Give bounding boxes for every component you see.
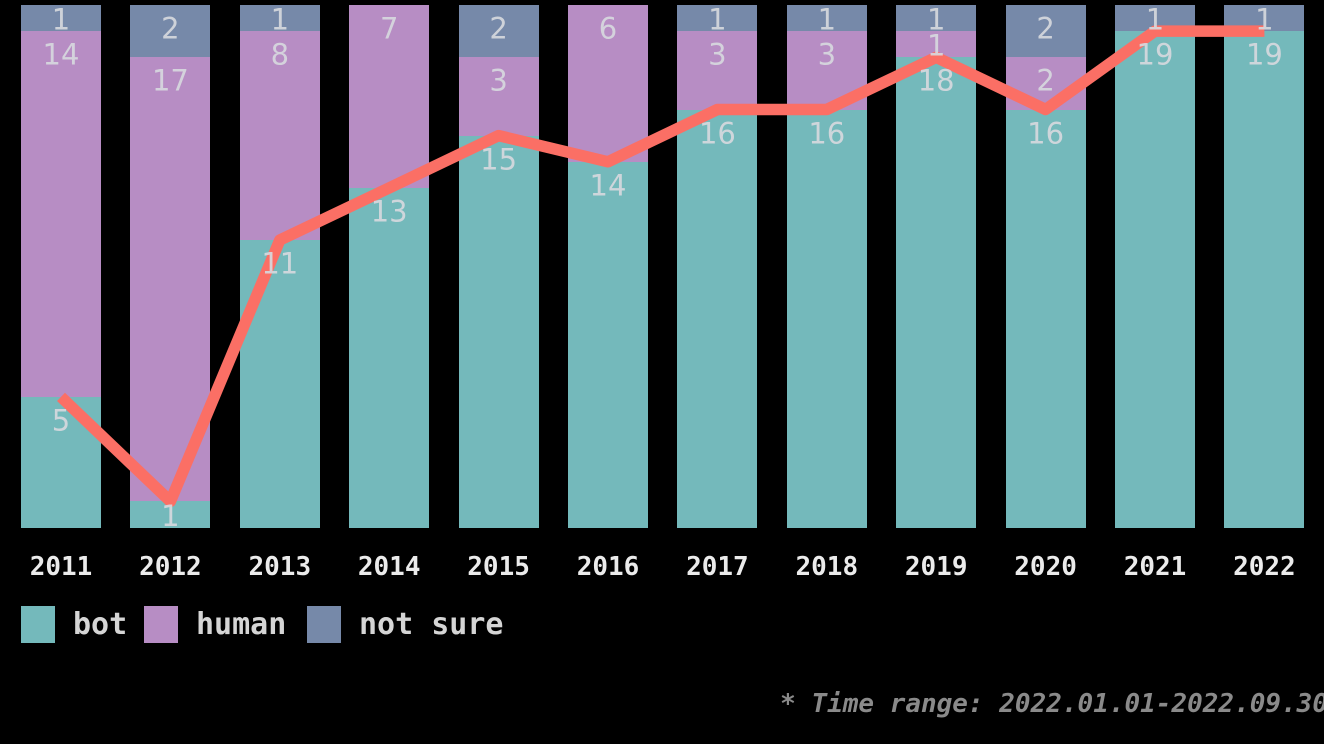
value-label: 14	[590, 169, 627, 203]
legend-item-human: human	[144, 606, 286, 643]
x-axis-label-2015: 2015	[467, 552, 530, 582]
value-label: 8	[271, 38, 289, 72]
value-label: 5	[52, 404, 70, 438]
value-label: 18	[918, 64, 955, 98]
value-label: 2	[161, 12, 179, 46]
legend-label-bot: bot	[73, 607, 128, 642]
x-axis-label-2014: 2014	[358, 552, 421, 582]
bar-segment-bot-2022	[1224, 31, 1304, 528]
bar-segment-bot-2020	[1006, 110, 1086, 528]
bar-segment-bot-2018	[787, 110, 867, 528]
value-label: 3	[818, 38, 836, 72]
value-label: 1	[271, 3, 289, 37]
value-label: 16	[808, 117, 845, 151]
bar-segment-bot-2014	[349, 188, 429, 528]
bar-segment-not-sure-2012	[130, 5, 210, 57]
x-axis-label-2012: 2012	[139, 552, 202, 582]
value-label: 2	[1036, 12, 1054, 46]
x-axis-label-2013: 2013	[248, 552, 311, 582]
bar-segment-human-2015	[459, 57, 539, 136]
bar-segment-not-sure-2019	[896, 5, 976, 31]
legend: bot human not sure	[0, 606, 1324, 648]
x-axis-label-2016: 2016	[577, 552, 640, 582]
bar-segment-not-sure-2020	[1006, 5, 1086, 57]
value-label: 6	[599, 12, 617, 46]
x-axis-label-2022: 2022	[1233, 552, 1296, 582]
x-axis-label-2017: 2017	[686, 552, 749, 582]
x-axis-label-2011: 2011	[30, 552, 93, 582]
bar-segment-not-sure-2013	[240, 5, 320, 31]
legend-swatch-not-sure-icon	[307, 606, 341, 643]
value-label: 2	[1036, 64, 1054, 98]
x-axis-label-2019: 2019	[905, 552, 968, 582]
value-label: 1	[1255, 3, 1273, 37]
value-label: 14	[43, 38, 80, 72]
value-label: 1	[161, 499, 179, 533]
value-label: 3	[708, 38, 726, 72]
value-label: 11	[261, 247, 298, 281]
value-label: 19	[1246, 38, 1283, 72]
value-label: 1	[927, 29, 945, 63]
bar-segment-bot-2017	[677, 110, 757, 528]
value-label: 3	[489, 64, 507, 98]
value-label: 17	[152, 64, 189, 98]
legend-label-not-sure: not sure	[359, 607, 504, 642]
bar-segment-not-sure-2011	[21, 5, 101, 31]
bar-segment-human-2011	[21, 31, 101, 397]
value-label: 1	[818, 3, 836, 37]
legend-swatch-human-icon	[144, 606, 178, 643]
trend-line	[57, 25, 1265, 508]
x-axis-label-2021: 2021	[1124, 552, 1187, 582]
value-label: 16	[699, 117, 736, 151]
bar-segment-human-2013	[240, 31, 320, 240]
value-label: 16	[1027, 117, 1064, 151]
value-label: 19	[1137, 38, 1174, 72]
legend-item-not-sure: not sure	[307, 606, 504, 643]
bar-segment-bot-2015	[459, 136, 539, 528]
time-range-note: * Time range: 2022.01.01-2022.09.30	[780, 689, 1324, 719]
bar-segment-bot-2021	[1115, 31, 1195, 528]
x-axis-label-2018: 2018	[795, 552, 858, 582]
bar-segment-human-2014	[349, 5, 429, 188]
bar-segment-bot-2013	[240, 240, 320, 528]
bar-segment-human-2017	[677, 31, 757, 110]
bar-segment-not-sure-2018	[787, 5, 867, 31]
legend-swatch-bot-icon	[21, 606, 55, 643]
bar-segment-bot-2019	[896, 57, 976, 528]
bar-segment-not-sure-2015	[459, 5, 539, 57]
value-label: 15	[480, 143, 517, 177]
legend-label-human: human	[196, 607, 287, 642]
value-label: 2	[489, 12, 507, 46]
legend-item-bot: bot	[21, 606, 127, 643]
value-label: 7	[380, 12, 398, 46]
value-label: 1	[708, 3, 726, 37]
value-label: 13	[371, 195, 408, 229]
value-label: 1	[927, 3, 945, 37]
bar-segment-human-2016	[568, 5, 648, 162]
bar-segment-bot-2016	[568, 162, 648, 528]
value-label: 1	[52, 3, 70, 37]
value-label: 1	[1146, 3, 1164, 37]
x-axis-label-2020: 2020	[1014, 552, 1077, 582]
bar-segment-not-sure-2017	[677, 5, 757, 31]
